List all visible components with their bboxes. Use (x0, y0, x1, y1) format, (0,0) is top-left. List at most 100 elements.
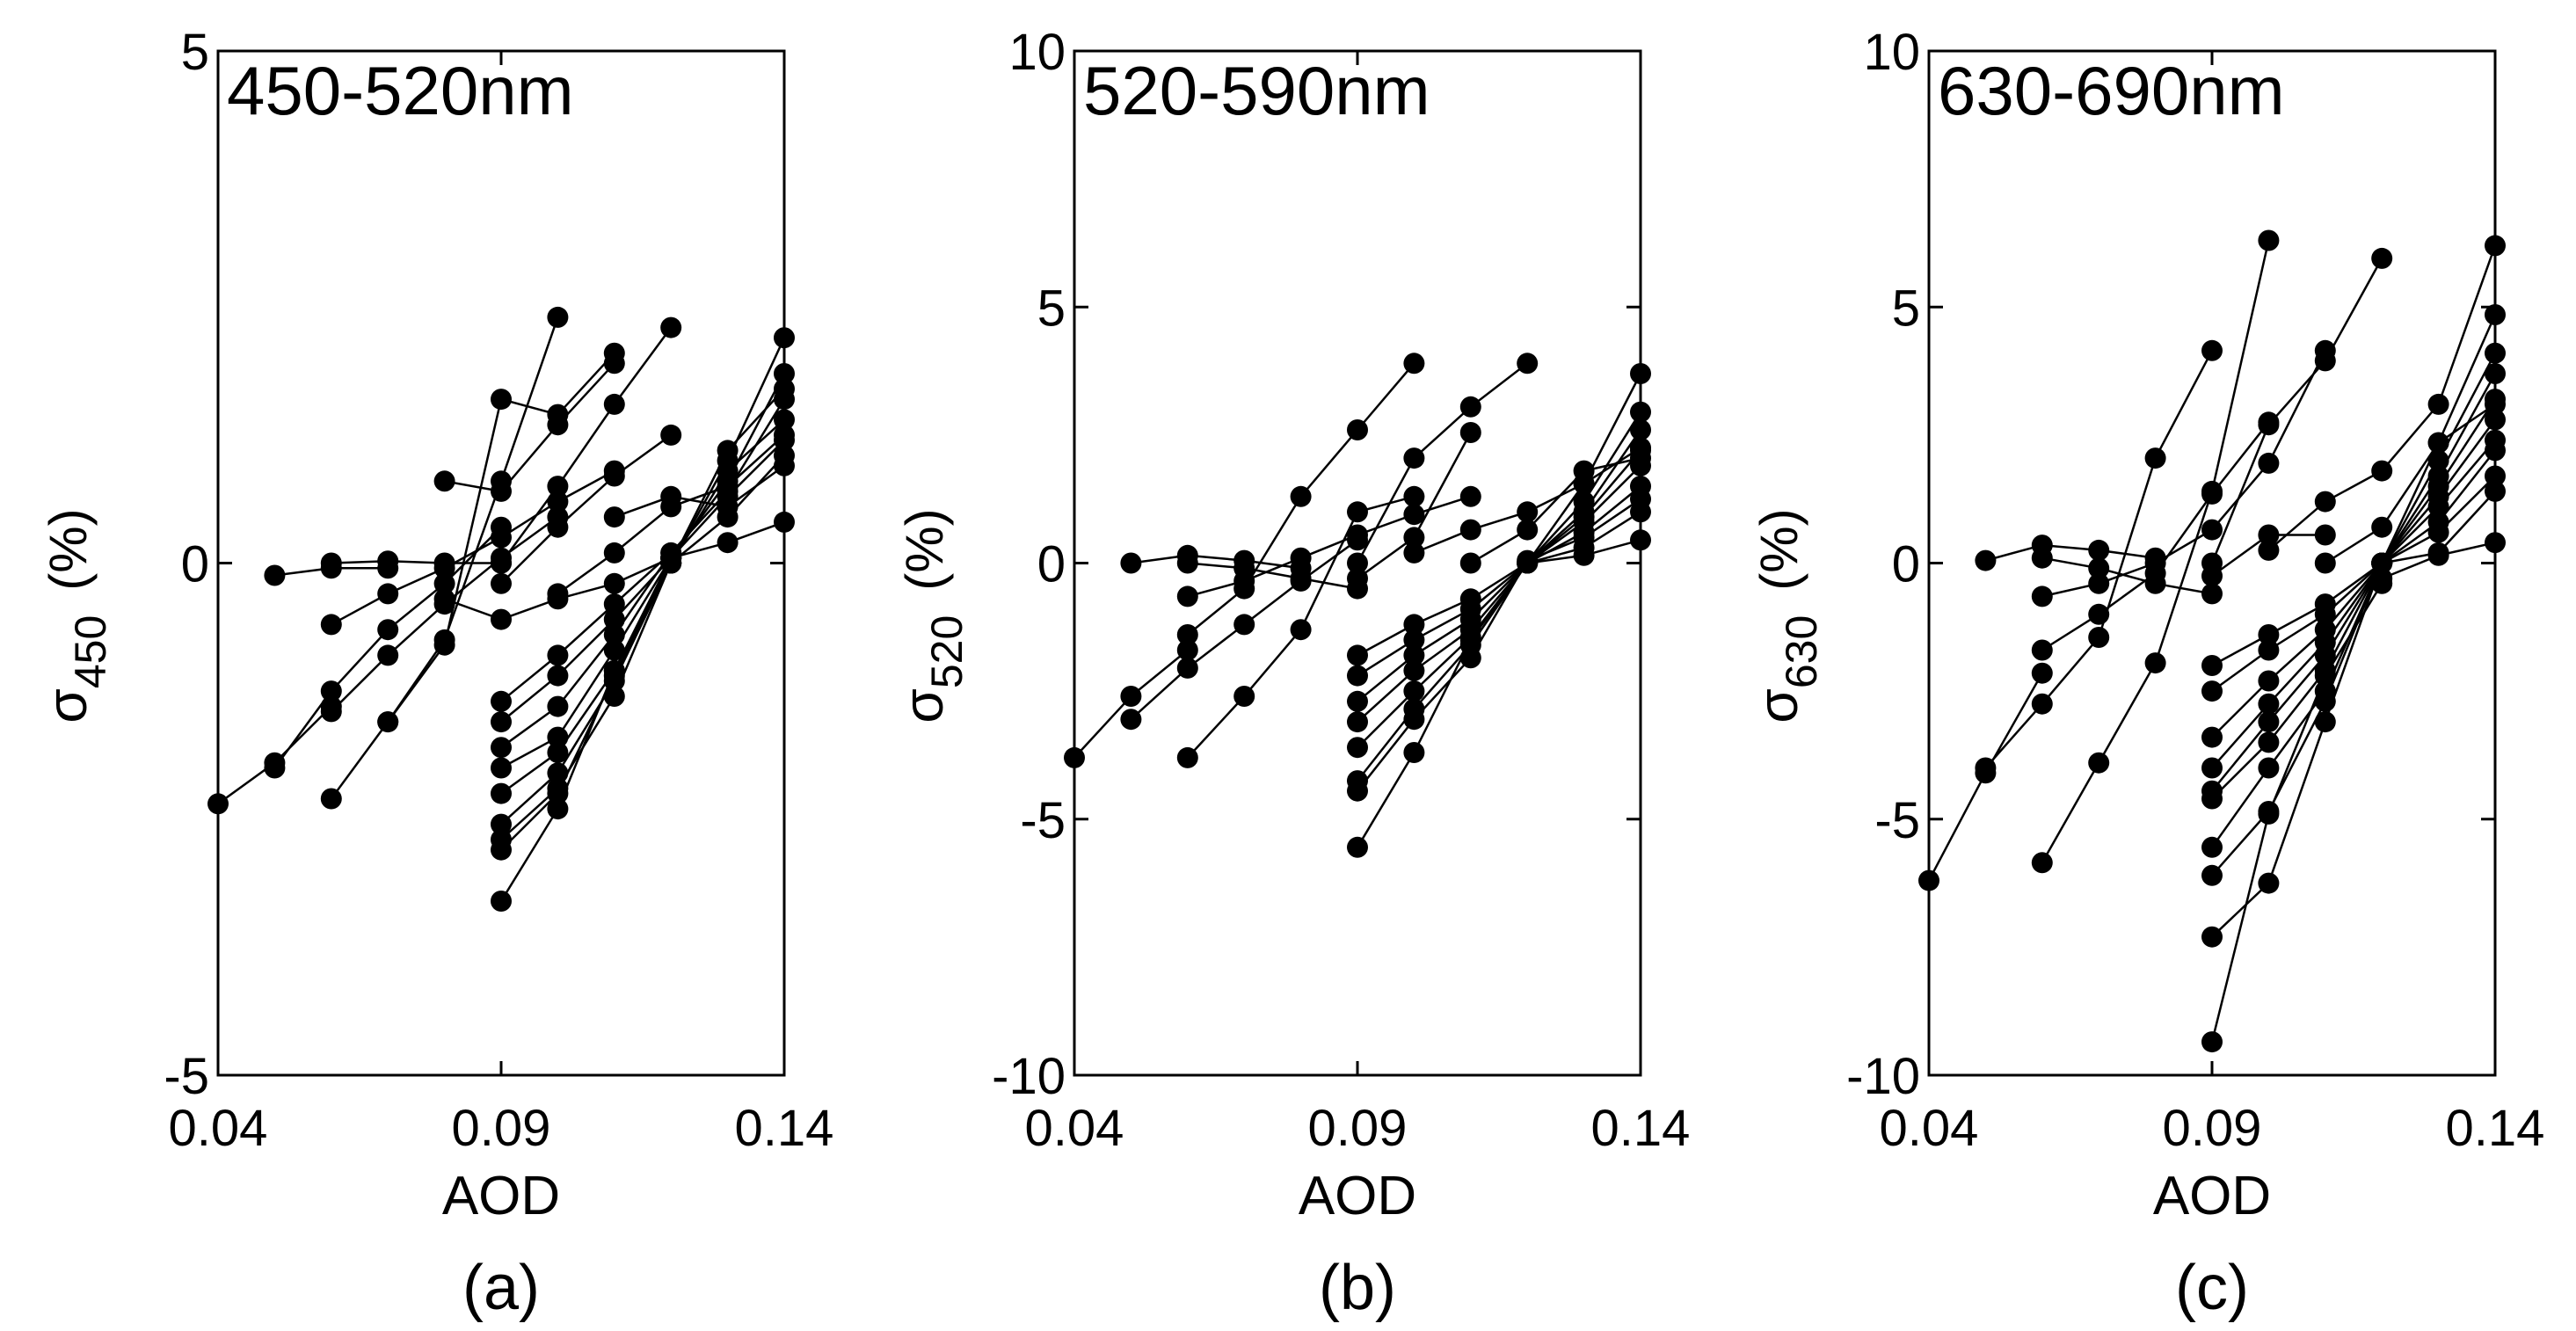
data-point (2258, 670, 2280, 692)
data-point (2314, 552, 2336, 574)
data-point (1630, 363, 1651, 384)
data-point (2485, 532, 2506, 554)
data-point (1630, 529, 1651, 551)
data-point (2314, 603, 2336, 625)
data-point (2088, 572, 2110, 594)
data-point (2258, 872, 2280, 894)
data-point (603, 608, 625, 630)
data-point (2201, 926, 2223, 948)
y-axis-title: σ630 (%) (1746, 508, 1826, 723)
data-point (1517, 552, 1539, 574)
data-point (2201, 583, 2223, 605)
data-point (2258, 624, 2280, 645)
data-point (1517, 353, 1539, 375)
data-point (547, 665, 569, 687)
data-point (491, 891, 512, 912)
data-point (2258, 539, 2280, 561)
data-point (2371, 552, 2393, 574)
data-point (1290, 568, 1312, 589)
data-point (491, 813, 512, 835)
data-point (1176, 585, 1198, 607)
y-tick-label: -5 (164, 1048, 209, 1105)
data-point (1347, 665, 1368, 687)
x-tick-label: 0.04 (1025, 1100, 1124, 1157)
data-point (2485, 409, 2506, 431)
data-point (1403, 527, 1425, 549)
x-tick-label: 0.09 (1308, 1100, 1408, 1157)
data-point (2201, 757, 2223, 779)
data-point (1517, 501, 1539, 523)
data-point (2088, 557, 2110, 579)
y-tick-label: 0 (1892, 536, 1920, 593)
data-point (1517, 519, 1539, 541)
data-point (603, 506, 625, 528)
data-point (717, 532, 739, 554)
data-point (1403, 542, 1425, 564)
data-point (2201, 680, 2223, 702)
data-point (1120, 686, 1142, 707)
y-tick-label: 0 (1037, 536, 1066, 593)
data-point (660, 424, 682, 446)
data-point (1176, 624, 1198, 645)
data-point (1347, 690, 1368, 712)
data-point (377, 711, 399, 733)
data-point (2258, 639, 2280, 661)
data-point (433, 552, 455, 574)
y-axis-title: σ450 (%) (35, 508, 115, 723)
data-point (1347, 568, 1368, 589)
data-point (1975, 549, 1997, 571)
data-point (660, 316, 682, 338)
data-point (774, 378, 795, 400)
data-point (1176, 657, 1198, 679)
x-tick-label: 0.04 (169, 1100, 268, 1157)
data-point (2258, 711, 2280, 733)
data-point (1233, 614, 1255, 636)
data-point (660, 485, 682, 507)
data-point (264, 564, 286, 586)
data-point (1918, 869, 1939, 891)
data-point (603, 593, 625, 615)
data-point (207, 793, 229, 815)
y-tick-label: 10 (1008, 24, 1066, 81)
series-line (500, 388, 785, 826)
series-group (207, 306, 795, 912)
data-point (491, 572, 512, 594)
data-point (717, 440, 739, 462)
data-point (2485, 363, 2506, 384)
band-title: 630-690nm (1938, 52, 2285, 129)
data-point (1573, 544, 1595, 566)
data-point (433, 634, 455, 656)
y-axis-symbol: σ (35, 688, 98, 724)
data-point (2088, 539, 2110, 561)
data-point (2031, 852, 2053, 874)
y-tick-label: -10 (992, 1048, 1066, 1105)
data-point (2371, 460, 2393, 482)
series-line (2041, 556, 2213, 595)
x-tick-label: 0.14 (1591, 1100, 1691, 1157)
data-point (320, 788, 342, 810)
data-point (774, 327, 795, 349)
data-point (2258, 452, 2280, 474)
data-point (603, 686, 625, 707)
data-point (2485, 235, 2506, 257)
series-line (500, 433, 672, 585)
chart-panel-a: -5 0 5 0.04 0.09 0.14 AOD (a) 450-520nm σ450 (%) (35, 24, 833, 1323)
data-point (603, 572, 625, 594)
data-point (320, 552, 342, 574)
data-point (603, 624, 625, 645)
series-line (1357, 373, 1642, 657)
data-point (547, 695, 569, 717)
data-point (377, 644, 399, 666)
data-point (547, 782, 569, 804)
data-point (2258, 229, 2280, 251)
data-point (547, 726, 569, 748)
data-point (1233, 686, 1255, 707)
data-point (2427, 521, 2449, 543)
series-line (2210, 258, 2383, 564)
data-point (491, 737, 512, 759)
data-point (1630, 447, 1651, 469)
data-point (1290, 485, 1312, 507)
data-point (2485, 393, 2506, 415)
panel-label: (b) (1319, 1253, 1396, 1323)
data-point (547, 798, 569, 820)
